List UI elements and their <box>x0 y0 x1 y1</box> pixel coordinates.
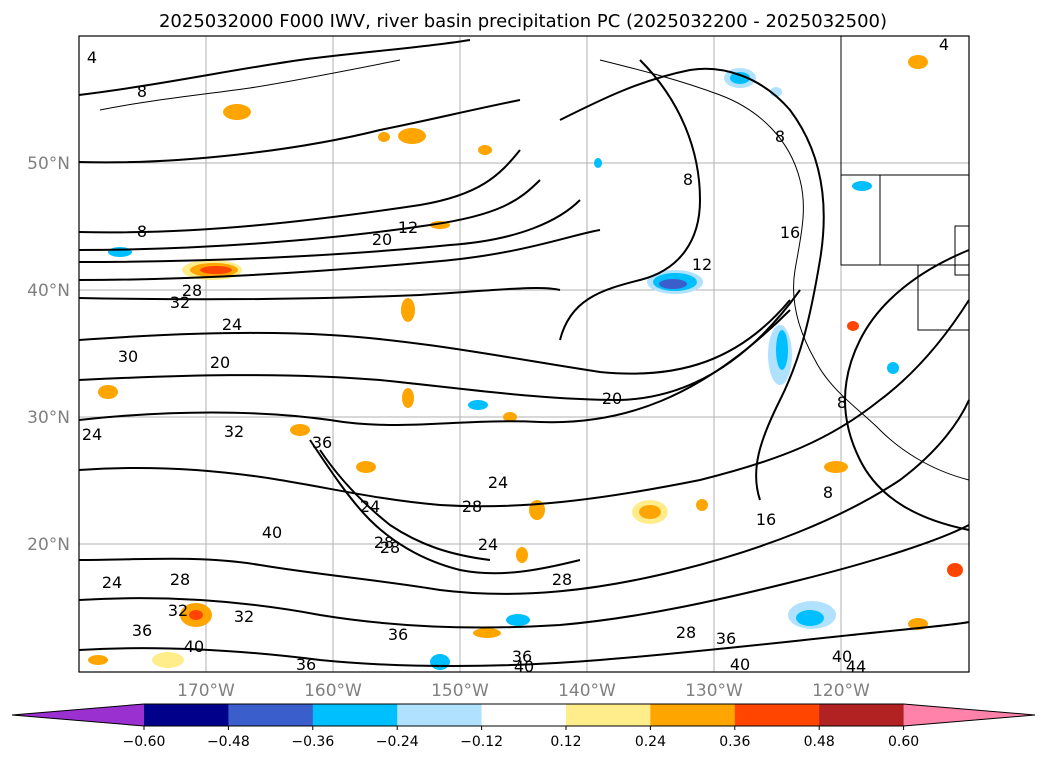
colorbar-tick-label: 0.36 <box>719 734 750 750</box>
colorbar-segment <box>312 704 398 726</box>
colorbar-extend-low <box>12 704 144 726</box>
colorbar-extend-high <box>903 704 1035 726</box>
contour-label: 4 <box>939 35 949 54</box>
map-panel: 4 8 4 8 8 12 20 28 32 24 20 8 16 12 24 3… <box>78 35 970 676</box>
contour-label: 36 <box>296 655 316 674</box>
map-background <box>79 36 969 672</box>
contour-label: 32 <box>224 422 244 441</box>
map-frame <box>78 35 970 673</box>
contour-label: 24 <box>360 497 380 516</box>
lat-label: 40°N <box>27 281 70 301</box>
contour-label: 30 <box>118 347 138 366</box>
contour-label: 44 <box>846 657 866 676</box>
colorbar-tick-label: −0.48 <box>207 734 250 750</box>
contour-label: 20 <box>210 353 230 372</box>
contour-label: 36 <box>716 629 736 648</box>
colorbar-segment <box>566 704 651 726</box>
coastlines <box>99 36 970 481</box>
lat-label: 50°N <box>27 154 70 174</box>
contour-label: 28 <box>462 497 482 516</box>
longitude-labels: 170°W 160°W 150°W 140°W 130°W 120°W <box>177 681 870 701</box>
latitude-labels: 50°N 40°N 30°N 20°N <box>27 154 70 555</box>
colorbar-tick-label: 0.48 <box>804 734 835 750</box>
contour-label: 24 <box>82 425 102 444</box>
contour-label: 36 <box>132 621 152 640</box>
iwv-contours <box>78 39 970 667</box>
colorbar-segment <box>228 704 314 726</box>
colorbar-tick-label: 0.12 <box>550 734 581 750</box>
contour-label: 24 <box>488 473 508 492</box>
contour-label: 4 <box>87 48 97 67</box>
lon-label: 140°W <box>558 681 616 701</box>
colorbar-segment <box>734 704 820 726</box>
figure-title: 2025032000 F000 IWV, river basin precipi… <box>159 11 887 32</box>
contour-label: 24 <box>478 535 498 554</box>
contour-label: 40 <box>730 655 750 674</box>
contour-label: 28 <box>170 570 190 589</box>
contour-label: 12 <box>398 218 418 237</box>
lon-label: 150°W <box>431 681 489 701</box>
colorbar: −0.60 −0.48 −0.36 −0.24 −0.12 0.12 0.24 0.36 0.4… <box>11 703 1036 750</box>
colorbar-segment <box>650 704 736 726</box>
contour-label: 36 <box>512 647 532 666</box>
contour-label: 32 <box>168 601 188 620</box>
contour-label: 8 <box>823 483 833 502</box>
colorbar-segment <box>144 704 229 726</box>
contour-label: 40 <box>832 647 852 666</box>
contour-label: 36 <box>388 625 408 644</box>
contour-label: 28 <box>676 623 696 642</box>
contour-label: 16 <box>756 510 776 529</box>
contour-label: 32 <box>234 607 254 626</box>
contour-label: 28 <box>182 281 202 300</box>
contour-labels: 4 8 4 8 8 12 20 28 32 24 20 8 16 12 24 3… <box>82 35 949 676</box>
lat-label: 20°N <box>27 535 70 555</box>
contour-label: 28 <box>552 570 572 589</box>
lon-label: 160°W <box>304 681 362 701</box>
contour-label: 40 <box>184 637 204 656</box>
contour-label: 8 <box>137 222 147 241</box>
colorbar-tick-label: −0.24 <box>376 734 419 750</box>
colorbar-tick-label: −0.60 <box>123 734 166 750</box>
contour-label: 28 <box>374 533 394 552</box>
colorbar-segment <box>819 704 905 726</box>
contour-label: 32 <box>170 293 190 312</box>
contour-label: 20 <box>602 389 622 408</box>
contour-label: 8 <box>775 127 785 146</box>
contour-label: 12 <box>692 255 712 274</box>
contour-label: 40 <box>262 523 282 542</box>
contour-label: 24 <box>222 315 242 334</box>
gridlines <box>79 36 969 672</box>
colorbar-tick-label: −0.12 <box>460 734 503 750</box>
colorbar-tick-label: 0.24 <box>635 734 666 750</box>
colorbar-tick-label: 0.60 <box>888 734 919 750</box>
lon-label: 120°W <box>812 681 870 701</box>
contour-label: 28 <box>380 538 400 557</box>
contour-label: 8 <box>683 170 693 189</box>
contour-label: 8 <box>837 393 847 412</box>
precip-anomaly-patches <box>88 55 963 670</box>
contour-label: 16 <box>780 223 800 242</box>
lon-label: 130°W <box>685 681 743 701</box>
contour-label: 40 <box>514 657 534 676</box>
contour-label: 20 <box>372 230 392 249</box>
contour-label: 24 <box>102 573 122 592</box>
colorbar-segment <box>397 704 483 726</box>
contour-label: 8 <box>137 82 147 101</box>
contour-label: 36 <box>312 433 332 452</box>
lat-label: 30°N <box>27 408 70 428</box>
colorbar-segment <box>481 704 567 726</box>
lon-label: 170°W <box>177 681 235 701</box>
colorbar-tick-label: −0.36 <box>291 734 334 750</box>
